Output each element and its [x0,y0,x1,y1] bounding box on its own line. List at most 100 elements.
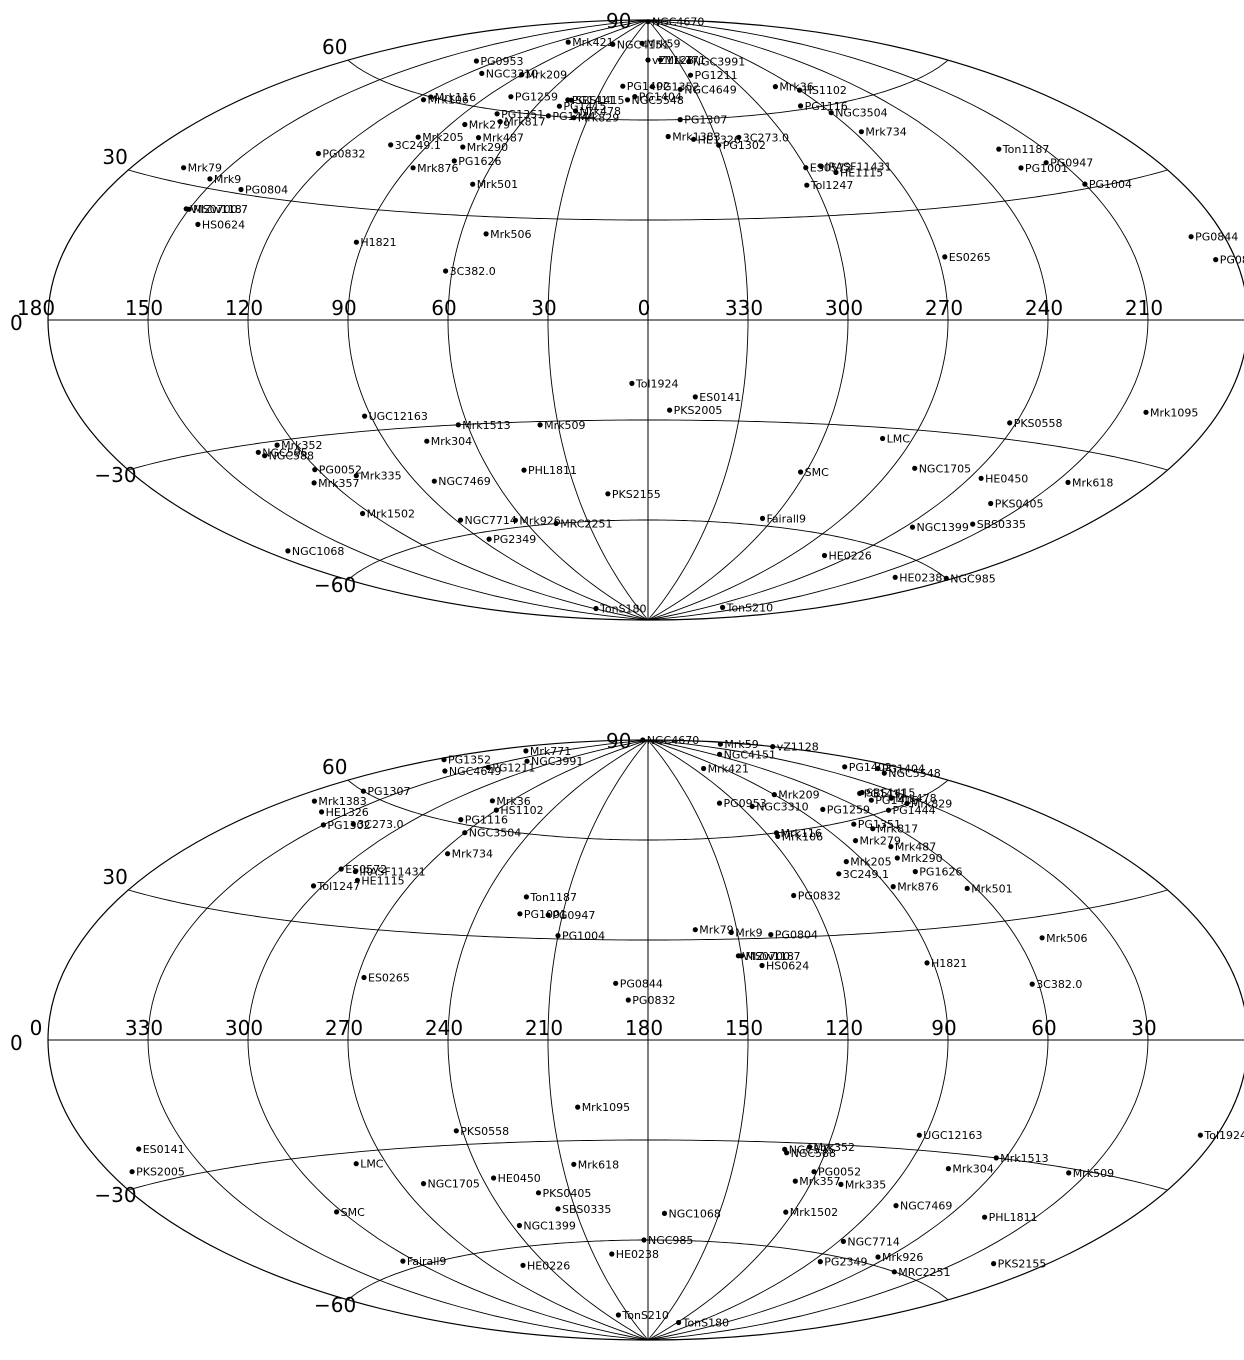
source-point [458,817,463,822]
source-point [454,1128,459,1133]
source-point [312,799,317,804]
source-label: Mrk59 [724,738,758,751]
source-label: HS0624 [766,960,809,973]
source-label: NGC985 [950,572,995,585]
source-label: HE1115 [840,166,883,179]
source-point [593,606,598,611]
source-label: NGC985 [648,1234,693,1247]
lon-tick-label: 120 [825,1016,863,1040]
source-point [571,1162,576,1167]
source-label: Mrk1502 [367,508,415,521]
source-label: Mrk421 [708,763,749,776]
source-point [181,165,186,170]
source-point [946,1166,951,1171]
source-label: Tol1247 [810,179,854,192]
source-point [811,1169,816,1174]
source-label: Mrk290 [901,852,942,865]
source-label: Mrk304 [952,1163,993,1176]
source-point [629,381,634,386]
source-label: UGC12163 [923,1129,982,1142]
source-point [772,792,777,797]
source-point [321,822,326,827]
source-label: Mrk509 [544,419,585,432]
source-label: PG1302 [723,139,766,152]
source-label: Mrk421 [572,36,613,49]
lon-tick-label: 150 [725,1016,763,1040]
source-point [784,1150,789,1155]
source-point [791,893,796,898]
source-label: Mrk279 [469,119,510,132]
source-label: NGC4670 [652,16,704,29]
lon-tick-label: 30 [531,296,556,320]
source-label: Mrk829 [578,112,619,125]
source-label: Mrk618 [1072,476,1113,489]
lat-tick-label: 60 [322,35,347,59]
source-label: PG2349 [824,1256,867,1269]
source-point [833,170,838,175]
source-point [513,518,518,523]
source-label: Mrk876 [897,881,938,894]
source-point [238,187,243,192]
source-label: ES0265 [368,972,410,985]
source-point [910,525,915,530]
source-point [520,1263,525,1268]
source-label: PG1211 [695,69,738,82]
lon-tick-label: 270 [325,1016,363,1040]
source-label: TonS180 [599,603,647,616]
source-point [892,1269,897,1274]
source-label: SMC [805,466,829,479]
source-label: Mrk335 [360,470,401,483]
source-label: Mrk1095 [1150,406,1198,419]
source-point [893,575,898,580]
source-label: TonS210 [726,601,774,614]
source-point [913,869,918,874]
source-label: PKS2155 [612,488,661,501]
source-label: HE0238 [899,571,942,584]
source-label: HE1326 [326,806,369,819]
source-point [442,768,447,773]
source-point [524,894,529,899]
lat-tick-label: 0 [10,1031,23,1055]
source-point [546,912,551,917]
source-label: PG1626 [919,866,962,879]
source-point [625,97,630,102]
lon-tick-label: 0 [30,1016,43,1040]
source-label: PG1116 [465,814,508,827]
lon-tick-label: 60 [431,296,456,320]
source-point [445,851,450,856]
source-point [353,869,358,874]
lat-tick-label: −60 [314,573,356,597]
source-point [666,134,671,139]
source-point [645,57,650,62]
lon-tick-label: 240 [425,1016,463,1040]
source-point [441,757,446,762]
source-point [521,468,526,473]
source-label: Mrk290 [467,141,508,154]
source-point [616,1312,621,1317]
source-label: Mrk106 [428,94,469,107]
source-label: PKS0558 [460,1125,509,1138]
source-point [842,764,847,769]
source-point [555,933,560,938]
source-label: LMC [360,1158,384,1171]
source-point [1213,257,1218,262]
source-point [942,254,947,259]
source-label: Mrk59 [646,37,680,50]
source-point [319,809,324,814]
lat-tick-label: 90 [606,729,631,753]
source-point [691,137,696,142]
source-point [443,268,448,273]
source-point [851,822,856,827]
source-point [613,981,618,986]
source-label: ES0141 [699,391,741,404]
source-label: PKS2005 [674,404,723,417]
source-label: Ton1187 [1002,143,1050,156]
source-label: LMC [887,433,911,446]
source-label: Ton1187 [529,891,577,904]
source-point [1065,480,1070,485]
source-point [888,844,893,849]
source-point [818,1259,823,1264]
source-label: UGC12163 [369,410,428,423]
lon-tick-label: 330 [125,1016,163,1040]
source-point [880,436,885,441]
